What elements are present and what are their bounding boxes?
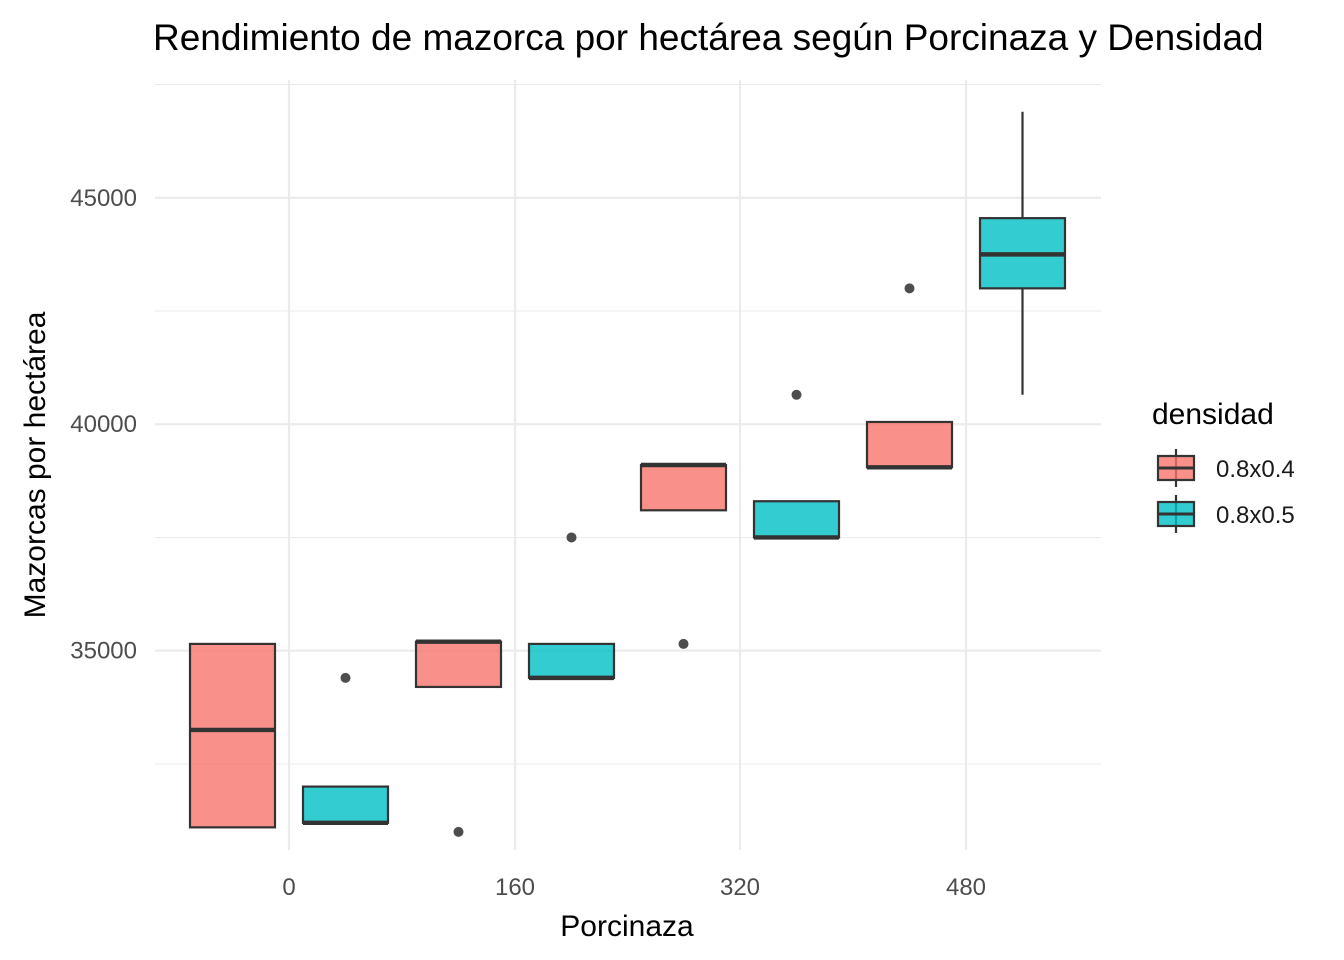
box-body [301,785,390,824]
box-0.8x0.5-0 [301,672,390,826]
legend-label: 0.8x0.5 [1216,502,1295,529]
chart-title: Rendimiento de mazorca por hectárea segú… [153,17,1264,58]
box-body [188,642,277,829]
y-axis-title: Mazorcas por hectárea [19,311,52,618]
y-tick-label: 35000 [70,638,137,665]
box-0.8x0.5-160 [527,532,616,681]
x-axis-title: Porcinaza [560,910,694,943]
outlier-point [791,389,802,400]
x-tick-label: 320 [720,874,760,901]
legend: densidad 0.8x0.4 0.8x0.5 [1152,398,1295,533]
box-0.8x0.4-480 [865,283,954,470]
outlier-point [453,826,464,837]
x-tick-label: 0 [282,874,295,901]
x-tick-label: 480 [946,874,986,901]
box-0.8x0.4-320 [639,462,728,649]
x-tick-label: 160 [495,874,535,901]
legend-entry-0.8x0.5: 0.8x0.5 [1156,495,1295,533]
legend-label: 0.8x0.4 [1216,456,1295,483]
legend-entry-0.8x0.4: 0.8x0.4 [1156,449,1295,487]
box-0.8x0.5-480 [978,111,1067,395]
plot-area [188,111,1067,837]
legend-title: densidad [1152,398,1274,431]
box-body [414,640,503,689]
box-0.8x0.4-0 [188,642,277,829]
box-body [527,642,616,679]
axes: 35000 40000 45000 0 160 320 480 [70,185,986,901]
outlier-point [904,283,915,294]
outlier-point [566,532,577,543]
box-body [639,463,728,512]
grid [155,80,1101,850]
y-tick-label: 45000 [70,185,137,212]
y-tick-label: 40000 [70,411,137,438]
box-0.8x0.4-160 [414,639,503,837]
box-0.8x0.5-320 [752,389,841,540]
outlier-point [340,672,351,683]
box-body [865,420,954,469]
outlier-point [678,638,689,649]
box-body [752,500,841,539]
